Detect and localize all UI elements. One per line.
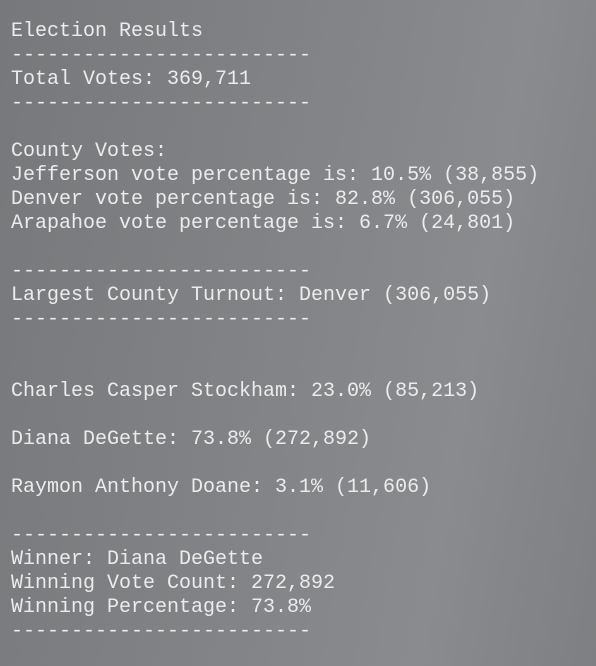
candidate-line: Raymon Anthony Doane: 3.1% (11,606) bbox=[11, 476, 432, 499]
county-heading: County Votes: bbox=[11, 140, 168, 163]
title: Election Results bbox=[11, 20, 204, 43]
largest-county: Largest County Turnout: Denver (306,055) bbox=[11, 284, 492, 307]
total-votes: Total Votes: 369,711 bbox=[11, 68, 252, 91]
county-line: Arapahoe vote percentage is: 6.7% (24,80… bbox=[11, 212, 516, 235]
candidate-line: Charles Casper Stockham: 23.0% (85,213) bbox=[11, 380, 480, 403]
separator: ------------------------- bbox=[11, 308, 312, 331]
separator: ------------------------- bbox=[11, 92, 312, 115]
separator: ------------------------- bbox=[11, 620, 312, 643]
separator: ------------------------- bbox=[11, 260, 312, 283]
separator: ------------------------- bbox=[11, 44, 312, 67]
county-line: Denver vote percentage is: 82.8% (306,05… bbox=[11, 188, 516, 211]
candidate-line: Diana DeGette: 73.8% (272,892) bbox=[11, 428, 372, 451]
winner-percentage: Winning Percentage: 73.8% bbox=[11, 596, 312, 619]
winner-name: Winner: Diana DeGette bbox=[11, 548, 264, 571]
separator: ------------------------- bbox=[11, 524, 312, 547]
winner-vote-count: Winning Vote Count: 272,892 bbox=[11, 572, 336, 595]
county-line: Jefferson vote percentage is: 10.5% (38,… bbox=[11, 164, 540, 187]
